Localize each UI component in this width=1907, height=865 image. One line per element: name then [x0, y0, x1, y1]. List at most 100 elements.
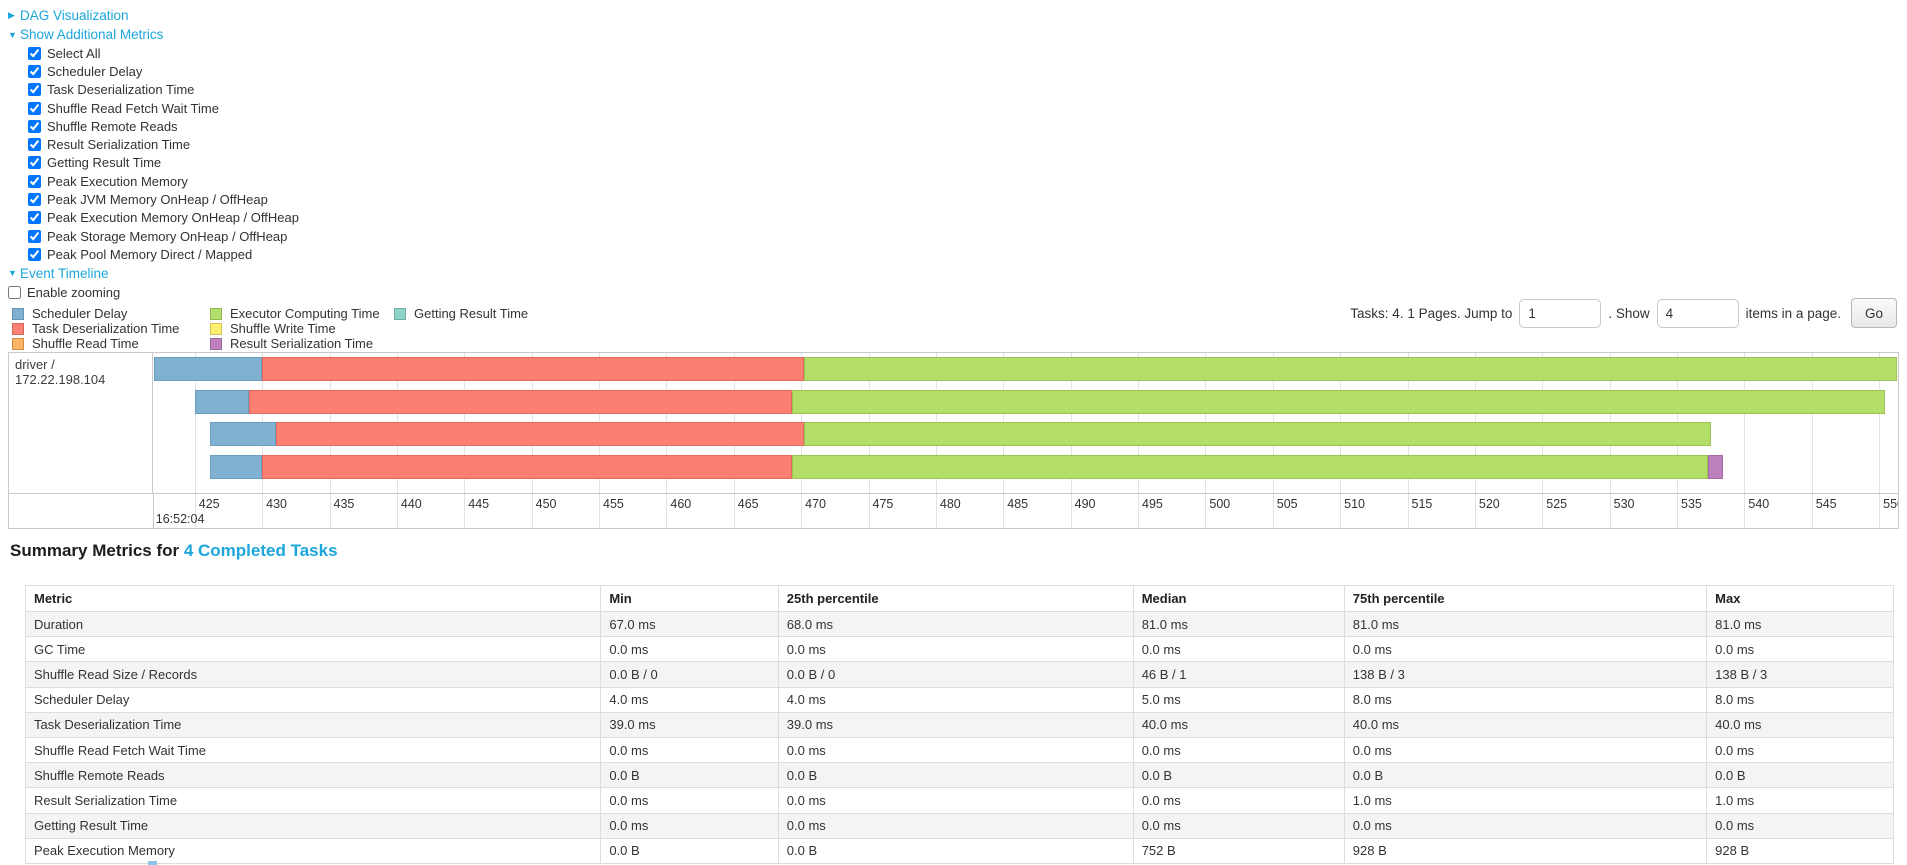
metric-checkbox[interactable] [28, 138, 41, 152]
grid-line [1811, 353, 1813, 493]
metric-checkbox[interactable] [28, 174, 41, 188]
axis-tick-label: 475 [872, 497, 894, 511]
summary-metrics-title: Summary Metrics for 4 Completed Tasks [10, 541, 338, 561]
legend-swatch-shuffle-write-time [210, 322, 222, 335]
table-header-cell: 75th percentile [1343, 585, 1708, 612]
timeline-task-bar [153, 389, 1898, 414]
axis-tick-label: 425 [198, 497, 220, 511]
metric-checkbox[interactable] [28, 119, 41, 133]
task-segment-scheduler-delay[interactable] [154, 357, 263, 381]
enable-zooming-checkbox[interactable] [8, 285, 21, 299]
metric-checkbox-item: Peak JVM Memory OnHeap / OffHeap [8, 190, 299, 208]
grid-line [801, 494, 803, 528]
grid-line [599, 494, 601, 528]
axis-tick-label: 505 [1276, 497, 1298, 511]
table-cell: Shuffle Read Size / Records [24, 661, 602, 688]
metric-checkbox[interactable] [28, 46, 41, 60]
table-cell: Shuffle Read Fetch Wait Time [24, 736, 602, 764]
table-cell: 0.0 ms [1706, 636, 1894, 663]
legend-item: Result Serialization Time [210, 336, 394, 351]
metric-checkbox[interactable] [28, 64, 41, 78]
metric-checkbox-item: Task Deserialization Time [8, 81, 299, 99]
axis-tick-label: 455 [603, 497, 624, 511]
metric-checkbox-item: Peak Storage Memory OnHeap / OffHeap [8, 227, 299, 245]
metric-checkbox[interactable] [28, 229, 41, 243]
task-segment-executor-computing-time[interactable] [791, 454, 1708, 479]
table-cell: 40.0 ms [1343, 711, 1708, 738]
axis-tick-label: 430 [266, 497, 287, 511]
metric-checkbox-item: Result Serialization Time [8, 135, 299, 153]
table-cell: 0.0 ms [1132, 736, 1345, 764]
axis-tick-label: 520 [1478, 497, 1500, 511]
task-segment-task-deserialization-time[interactable] [262, 357, 804, 381]
table-cell: 928 B [1706, 837, 1894, 864]
grid-line [194, 353, 196, 493]
items-per-page-input[interactable] [1656, 298, 1739, 328]
table-header-cell: Max [1706, 585, 1894, 612]
table-cell: Result Serialization Time [24, 787, 602, 814]
table-cell: 0.0 B [1706, 762, 1894, 789]
event-timeline-chart: driver / 172.22.198.104 425 430 435 440 445 4… [8, 352, 1899, 529]
task-segment-scheduler-delay[interactable] [194, 389, 249, 414]
grid-line [868, 494, 870, 528]
metric-checkbox-label: Select All [47, 45, 101, 61]
show-additional-metrics-toggle[interactable]: ▼ Show Additional Metrics [8, 25, 299, 44]
task-pagination: Tasks: 4. 1 Pages. Jump to . Show items … [1347, 297, 1897, 329]
metric-checkbox-item: Peak Execution Memory [8, 172, 299, 190]
metric-checkbox[interactable] [28, 247, 41, 261]
task-segment-result-serialization-time[interactable] [1708, 454, 1723, 479]
table-cell: 0.0 ms [600, 812, 779, 839]
task-segment-scheduler-delay[interactable] [209, 422, 276, 446]
completed-tasks-link[interactable]: 4 Completed Tasks [183, 541, 338, 560]
table-row: Duration 67.0 ms 68.0 ms 81.0 ms 81.0 ms 81.0… [24, 610, 1894, 638]
axis-tick-label: 525 [1546, 497, 1568, 511]
table-cell: 0.0 B [777, 762, 1134, 789]
table-cell: 8.0 ms [1343, 686, 1708, 713]
go-button[interactable]: Go [1850, 298, 1897, 328]
grid-line [1811, 494, 1813, 528]
grid-line [733, 494, 735, 528]
grid-line [1407, 494, 1409, 528]
timeline-legend: Scheduler Delay Task Deserialization Time… [12, 306, 528, 352]
dag-visualization-label: DAG Visualization [20, 8, 129, 23]
grid-line [1744, 494, 1746, 528]
legend-label: Scheduler Delay [32, 306, 128, 322]
metric-checkbox-label: Getting Result Time [47, 155, 162, 171]
task-segment-executor-computing-time[interactable] [791, 389, 1885, 414]
axis-tick-label: 515 [1411, 497, 1433, 511]
task-segment-task-deserialization-time[interactable] [262, 454, 792, 479]
table-cell: 1.0 ms [1706, 787, 1894, 814]
metric-checkbox[interactable] [28, 156, 41, 170]
axis-tick-label: 545 [1815, 497, 1837, 511]
table-cell: 40.0 ms [1706, 711, 1894, 738]
task-segment-task-deserialization-time[interactable] [248, 389, 792, 414]
table-cell: 1.0 ms [1343, 787, 1708, 814]
legend-label: Task Deserialization Time [32, 321, 180, 337]
event-timeline-toggle[interactable]: ▼ Event Timeline [8, 264, 299, 283]
task-segment-executor-computing-time[interactable] [803, 422, 1711, 446]
task-segment-scheduler-delay[interactable] [209, 454, 263, 479]
axis-tick-label: 440 [400, 497, 422, 511]
metric-checkbox[interactable] [28, 193, 41, 207]
metric-checkbox-label: Peak Pool Memory Direct / Mapped [47, 246, 253, 262]
metric-checkbox[interactable] [28, 83, 41, 97]
task-segment-executor-computing-time[interactable] [803, 357, 1897, 381]
metric-checkbox-label: Peak Execution Memory OnHeap / OffHeap [47, 210, 299, 226]
grid-line [1474, 494, 1476, 528]
metric-checkbox[interactable] [28, 211, 41, 225]
table-cell: 0.0 ms [600, 636, 779, 663]
dag-visualization-toggle[interactable]: ▶ DAG Visualization [8, 6, 299, 25]
legend-swatch-result-serialization-time [210, 337, 222, 350]
axis-tick-label: 495 [1142, 497, 1163, 511]
task-segment-task-deserialization-time[interactable] [275, 422, 804, 446]
axis-tick-label: 435 [333, 497, 355, 511]
jump-to-page-input[interactable] [1519, 298, 1602, 328]
metric-checkbox[interactable] [28, 101, 41, 115]
metric-checkbox-label: Peak JVM Memory OnHeap / OffHeap [47, 192, 268, 208]
table-row: Task Deserialization Time 39.0 ms 39.0 ms 4… [24, 711, 1894, 738]
table-cell: 928 B [1343, 837, 1708, 864]
table-cell: 4.0 ms [600, 686, 779, 713]
grid-line [1744, 353, 1746, 493]
metric-checkbox-label: Peak Execution Memory [47, 173, 188, 189]
grid-line [1879, 353, 1881, 493]
